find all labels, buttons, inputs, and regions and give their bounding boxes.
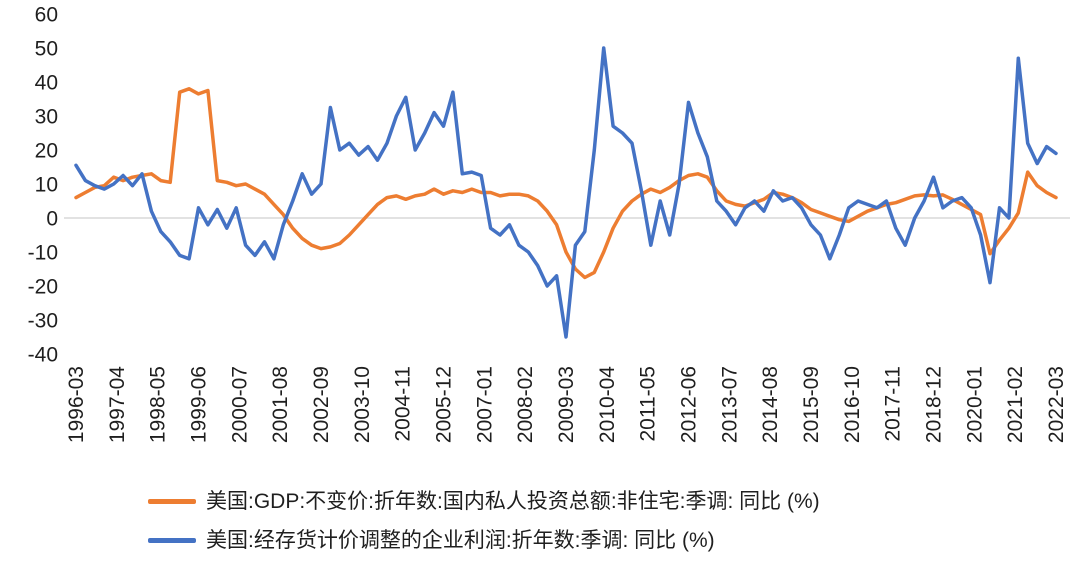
legend-swatch-orange xyxy=(148,499,196,505)
y-axis-tick-label: 40 xyxy=(35,72,58,95)
x-axis-tick-label: 2009-03 xyxy=(555,366,578,443)
legend-item-investment: 美国:GDP:不变价:折年数:国内私人投资总额:非住宅:季调: 同比 (%) xyxy=(148,489,820,514)
legend-label-investment: 美国:GDP:不变价:折年数:国内私人投资总额:非住宅:季调: 同比 (%) xyxy=(206,490,820,513)
x-axis-tick-label: 2014-08 xyxy=(759,366,782,443)
x-axis-tick-label: 2002-09 xyxy=(310,366,333,443)
legend-label-profit: 美国:经存货计价调整的企业利润:折年数:季调: 同比 (%) xyxy=(206,529,715,553)
x-axis-tick-label: 1997-04 xyxy=(106,366,129,443)
y-axis-tick-label: 20 xyxy=(35,140,58,163)
y-axis-tick-label: 50 xyxy=(35,38,58,61)
y-axis-tick-label: -40 xyxy=(28,344,58,367)
x-axis-tick-label: 2008-02 xyxy=(514,366,537,443)
x-axis-tick-label: 2001-08 xyxy=(269,366,292,443)
y-axis-tick-label: 60 xyxy=(35,4,58,27)
x-axis-tick-label: 2018-12 xyxy=(923,366,946,443)
x-axis-tick-label: 2021-02 xyxy=(1004,366,1027,443)
series-line-profit xyxy=(74,46,1058,339)
x-axis-tick-label: 2011-05 xyxy=(637,366,660,442)
x-axis-tick-label: 2012-06 xyxy=(678,366,701,443)
y-axis-tick-label: 30 xyxy=(35,106,58,129)
y-axis-tick-label: -30 xyxy=(28,310,58,333)
x-axis-tick-label: 2003-10 xyxy=(351,366,374,443)
x-axis-tick-label: 2000-07 xyxy=(228,366,251,443)
legend: 美国:GDP:不变价:折年数:国内私人投资总额:非住宅:季调: 同比 (%) 美… xyxy=(148,489,820,553)
x-axis-tick-label: 2010-04 xyxy=(596,366,619,443)
x-axis-tick-label: 1999-06 xyxy=(188,366,211,443)
y-axis-tick-label: -10 xyxy=(28,242,58,265)
x-axis-tick-label: 2020-01 xyxy=(963,366,986,443)
y-axis-tick-label: 0 xyxy=(46,208,58,231)
line-chart-canvas: 60 50 40 30 20 10 0 -10 -20 -30 -40 1996-03 1997-04 1… xyxy=(28,4,1070,443)
x-axis-tick-label: 2016-10 xyxy=(841,366,864,443)
x-axis-tick-label: 1998-05 xyxy=(147,366,170,443)
x-axis-tick-label: 1996-03 xyxy=(65,366,88,443)
x-axis-tick-label: 2004-11 xyxy=(392,366,415,442)
y-axis-tick-label: -20 xyxy=(28,276,58,299)
x-axis-tick-label: 2013-07 xyxy=(718,366,741,443)
x-axis-tick-label: 2022-03 xyxy=(1045,366,1068,443)
x-axis-tick-label: 2017-11 xyxy=(882,366,905,442)
x-axis-tick-label: 2015-09 xyxy=(800,366,823,443)
legend-swatch-blue xyxy=(148,538,196,544)
series-line-investment xyxy=(74,87,1058,280)
x-axis-tick-label: 2005-12 xyxy=(433,366,456,443)
y-axis-tick-label: 10 xyxy=(35,174,58,197)
legend-item-profit: 美国:经存货计价调整的企业利润:折年数:季调: 同比 (%) xyxy=(148,528,820,553)
x-axis-tick-label: 2007-01 xyxy=(473,366,496,443)
